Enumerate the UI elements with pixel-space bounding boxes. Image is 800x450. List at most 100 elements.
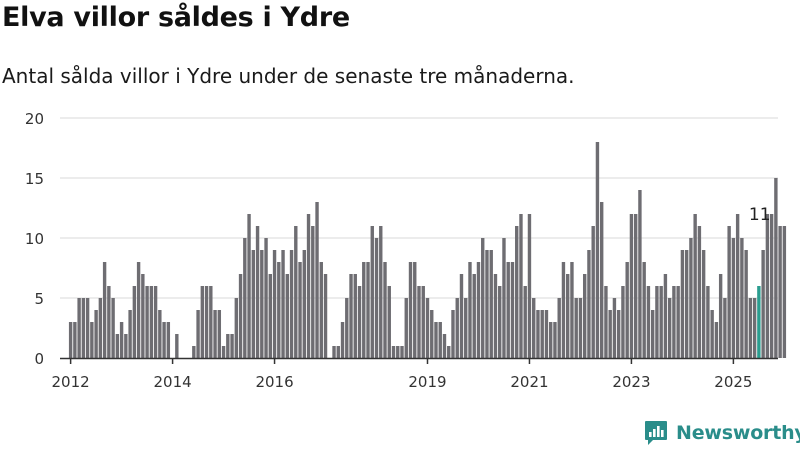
bar xyxy=(94,310,98,358)
bar xyxy=(442,334,447,358)
bar xyxy=(570,262,574,358)
bar xyxy=(387,286,391,358)
bar xyxy=(650,310,655,358)
bar xyxy=(697,226,702,358)
bar xyxy=(667,298,672,358)
bar xyxy=(413,262,417,358)
bar xyxy=(566,274,570,358)
bar xyxy=(710,310,714,358)
bar xyxy=(629,214,634,358)
bar xyxy=(383,262,387,358)
bar xyxy=(735,214,740,358)
bar xyxy=(345,298,349,358)
bar xyxy=(111,298,115,358)
bar xyxy=(260,250,264,358)
bar xyxy=(217,310,222,358)
bar xyxy=(425,298,430,358)
bar xyxy=(230,334,234,358)
bar xyxy=(684,250,689,358)
y-tick-label: 20 xyxy=(25,110,44,128)
bar xyxy=(536,310,540,358)
bar xyxy=(353,274,357,358)
bar xyxy=(625,262,629,358)
bar xyxy=(264,238,268,358)
bar xyxy=(740,238,744,358)
bar xyxy=(81,298,86,358)
bar xyxy=(574,298,578,358)
bar xyxy=(374,238,379,358)
bar xyxy=(132,286,137,358)
bar xyxy=(582,274,587,358)
bar xyxy=(421,286,425,358)
x-tick-label: 2012 xyxy=(52,373,90,391)
bar xyxy=(149,286,154,358)
bar xyxy=(85,298,90,358)
bar xyxy=(379,226,383,358)
bar xyxy=(599,202,604,358)
bar xyxy=(744,250,748,358)
bar xyxy=(238,274,243,358)
bar xyxy=(689,238,693,358)
bar xyxy=(714,322,719,358)
bar xyxy=(638,190,642,358)
x-tick-label: 2016 xyxy=(255,373,293,391)
bar xyxy=(549,322,553,358)
bar xyxy=(502,238,506,358)
bar xyxy=(510,262,515,358)
bar xyxy=(561,262,566,358)
bar xyxy=(595,142,600,358)
bar xyxy=(196,310,200,358)
bar xyxy=(748,298,753,358)
bar xyxy=(621,286,625,358)
bar xyxy=(489,250,493,358)
bar xyxy=(268,274,272,358)
brand-name: Newsworthy xyxy=(676,422,800,444)
bar xyxy=(544,310,549,358)
y-tick-label: 5 xyxy=(34,290,44,308)
bar xyxy=(701,250,706,358)
highlight-value-label: 11 xyxy=(749,205,771,225)
y-tick-label: 10 xyxy=(25,230,44,248)
bar xyxy=(221,346,226,358)
bar xyxy=(774,178,778,358)
bar xyxy=(676,286,680,358)
bar xyxy=(782,226,787,358)
bar xyxy=(765,214,770,358)
highlight-bar xyxy=(757,286,761,358)
bar xyxy=(255,226,260,358)
bar xyxy=(612,298,617,358)
bar xyxy=(476,262,481,358)
x-tick-label: 2014 xyxy=(153,373,191,391)
bar xyxy=(251,250,256,358)
x-tick-label: 2021 xyxy=(510,373,548,391)
bar xyxy=(519,214,523,358)
bar xyxy=(311,226,315,358)
bar xyxy=(102,262,107,358)
bar xyxy=(323,274,328,358)
bar xyxy=(294,226,298,358)
bar xyxy=(540,310,544,358)
bar xyxy=(464,298,468,358)
bar xyxy=(498,286,502,358)
y-tick-label: 0 xyxy=(34,350,44,368)
bar xyxy=(672,286,676,358)
bar xyxy=(633,214,638,358)
bar xyxy=(306,214,311,358)
bar xyxy=(532,298,536,358)
bar xyxy=(226,334,230,358)
bar xyxy=(340,322,345,358)
bar xyxy=(434,322,438,358)
bar xyxy=(604,286,608,358)
bar xyxy=(727,226,731,358)
bar xyxy=(655,286,659,358)
x-tick-label: 2023 xyxy=(612,373,650,391)
bar xyxy=(247,214,251,358)
bar xyxy=(336,346,340,358)
bar xyxy=(366,262,370,358)
bar xyxy=(289,250,294,358)
bar xyxy=(124,334,128,358)
bar xyxy=(553,322,557,358)
bar xyxy=(616,310,621,358)
bar xyxy=(663,274,668,358)
